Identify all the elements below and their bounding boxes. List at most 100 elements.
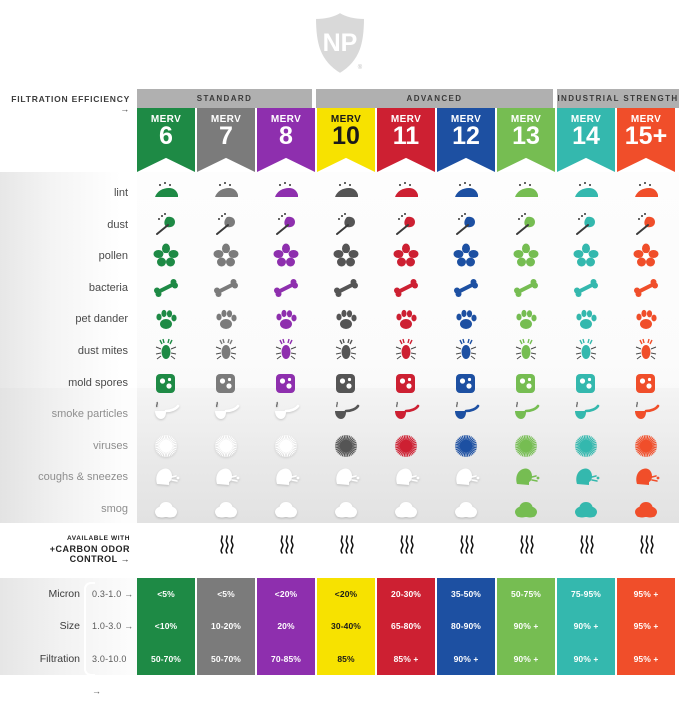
pollen-flower-icon — [557, 241, 615, 271]
smoke-pipe-icon — [497, 399, 555, 429]
paw-print-icon — [137, 304, 195, 334]
pollen-flower-icon — [617, 241, 675, 271]
virus-icon — [137, 431, 195, 461]
arrow-icon: → — [120, 104, 130, 114]
efficiency-value: <20% — [274, 589, 298, 600]
merv-word: MERV — [570, 114, 602, 125]
cough-head-icon — [317, 462, 375, 492]
section-header-advanced: ADVANCED — [316, 89, 553, 108]
odor-waves-icon — [317, 534, 375, 556]
filtration-efficiency-label: FILTRATION EFFICIENCY → — [0, 94, 130, 114]
bottom-table-left-panel — [0, 578, 137, 675]
logo-area: NP ® — [0, 4, 679, 82]
merv-number: 11 — [392, 122, 420, 150]
bacteria-bone-icon — [497, 273, 555, 303]
virus-icon — [437, 431, 495, 461]
svg-text:NP: NP — [322, 29, 357, 57]
mold-spore-icon — [557, 368, 615, 398]
efficiency-value: 20% — [277, 621, 295, 632]
smoke-pipe-icon — [557, 399, 615, 429]
efficiency-value: 90% + — [573, 621, 599, 632]
dust-mite-icon — [557, 336, 615, 366]
smoke-pipe-icon — [617, 399, 675, 429]
smoke-pipe-icon — [197, 399, 255, 429]
merv-banner-7[interactable]: MERV 7 — [197, 108, 255, 172]
carbon-odor-control-label: AVAILABLE WITH +CARBON ODOR CONTROL → — [0, 534, 130, 564]
cough-head-icon — [557, 462, 615, 492]
merv-banner-6[interactable]: MERV 6 — [137, 108, 195, 172]
bottom-row-size: Size 1.0-3.0 → — [0, 610, 134, 642]
row-label-mold-spores: mold spores — [68, 376, 128, 389]
smog-cloud-icon — [317, 494, 375, 524]
odor-waves-icon — [197, 534, 255, 556]
dust-mite-icon — [257, 336, 315, 366]
merv-banner-12[interactable]: MERV 12 — [437, 108, 495, 172]
efficiency-value: 80-90% — [451, 621, 481, 632]
data-column-merv-8: <20% 20% 70-85% — [257, 578, 315, 675]
smoke-pipe-icon — [317, 399, 375, 429]
merv-number: 13 — [512, 122, 540, 150]
merv-banner-11[interactable]: MERV 11 — [377, 108, 435, 172]
merv-banner-13[interactable]: MERV 13 — [497, 108, 555, 172]
efficiency-value: <20% — [334, 589, 358, 600]
pollen-flower-icon — [137, 241, 195, 271]
row-label-pollen: pollen — [98, 250, 128, 263]
pollen-flower-icon — [257, 241, 315, 271]
merv-banner-14[interactable]: MERV 14 — [557, 108, 615, 172]
merv-number: 7 — [219, 122, 233, 150]
dust-mite-icon — [197, 336, 255, 366]
cough-head-icon — [497, 462, 555, 492]
efficiency-value: <5% — [157, 589, 175, 600]
odor-waves-icon — [257, 534, 315, 556]
merv-word: MERV — [330, 114, 362, 125]
pollen-flower-icon — [377, 241, 435, 271]
bacteria-bone-icon — [137, 273, 195, 303]
mold-spore-icon — [317, 368, 375, 398]
data-column-merv-7: <5% 10-20% 50-70% — [197, 578, 255, 675]
pollen-flower-icon — [197, 241, 255, 271]
paw-print-icon — [437, 304, 495, 334]
merv-banner-10[interactable]: MERV 10 — [317, 108, 375, 172]
efficiency-value: 50-70% — [211, 653, 241, 664]
paw-print-icon — [497, 304, 555, 334]
merv-word: MERV — [270, 114, 302, 125]
merv-word: MERV — [150, 114, 182, 125]
efficiency-value: 90% + — [513, 621, 539, 632]
section-header-industrial: INDUSTRIAL STRENGTH — [557, 89, 679, 108]
row-label-smog: smog — [101, 503, 128, 515]
carbon-line1: AVAILABLE WITH — [66, 535, 130, 542]
lint-icon — [617, 178, 675, 208]
merv-word: MERV — [390, 114, 422, 125]
row-label-lint: lint — [113, 187, 128, 199]
efficiency-value: 65-80% — [391, 621, 421, 632]
odor-waves-icon — [617, 534, 675, 556]
merv-banner-15plus[interactable]: MERV 15+ — [617, 108, 675, 172]
efficiency-value: 20-30% — [391, 589, 421, 600]
dust-mite-icon — [437, 336, 495, 366]
duster-icon — [257, 210, 315, 240]
smoke-pipe-icon — [437, 399, 495, 429]
virus-icon — [317, 431, 375, 461]
mold-spore-icon — [257, 368, 315, 398]
merv-banner-row: MERV 6 MERV 7 MERV 8 MERV 10 MERV 11 MERV 12 MERV 13 M… — [137, 108, 679, 172]
mold-spore-icon — [437, 368, 495, 398]
pollen-flower-icon — [437, 241, 495, 271]
bacteria-bone-icon — [557, 273, 615, 303]
merv-number: 15+ — [624, 122, 668, 150]
paw-print-icon — [557, 304, 615, 334]
smoke-pipe-icon — [377, 399, 435, 429]
mold-spore-icon — [377, 368, 435, 398]
bottom-row-name: Size — [59, 620, 80, 633]
bottom-row-name: Filtration — [39, 652, 80, 665]
mold-spore-icon — [497, 368, 555, 398]
merv-word: MERV — [630, 114, 662, 125]
duster-icon — [377, 210, 435, 240]
smoke-pipe-icon — [257, 399, 315, 429]
merv-banner-8[interactable]: MERV 8 — [257, 108, 315, 172]
virus-icon — [557, 431, 615, 461]
cough-head-icon — [137, 462, 195, 492]
row-label-pet-dander: pet dander — [75, 313, 128, 326]
row-label-viruses: viruses — [93, 439, 128, 452]
lint-icon — [557, 178, 615, 208]
left-gradient-panel-lower — [0, 388, 137, 523]
